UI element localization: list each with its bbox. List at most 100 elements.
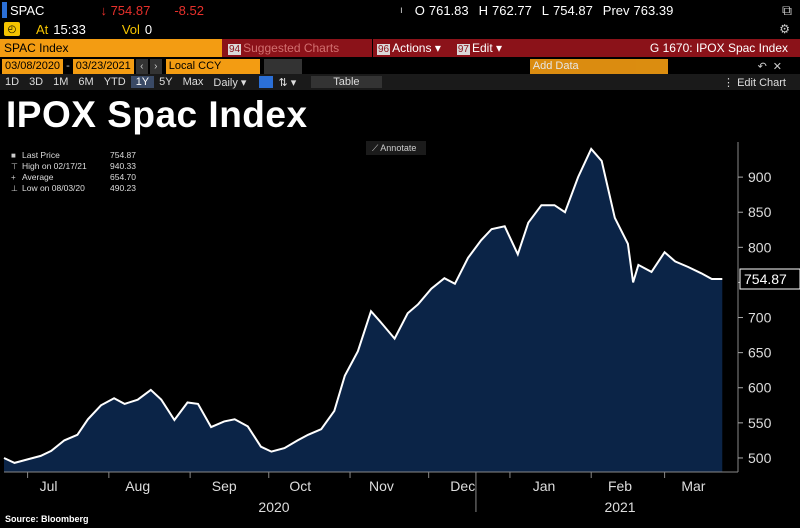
- x-tick-label: Oct: [289, 478, 311, 494]
- price-chart[interactable]: 500550600650700750800850900754.87JulAugS…: [0, 138, 800, 514]
- source-note: Source: Bloomberg: [5, 514, 89, 524]
- currency-dropdown[interactable]: [263, 58, 302, 74]
- y-tick-label: 600: [748, 380, 772, 396]
- chart-type-icon[interactable]: ⇅ ▾: [278, 76, 297, 89]
- high-value: 762.77: [492, 2, 532, 18]
- period-ytd[interactable]: YTD: [103, 76, 126, 88]
- legend-label: Last Price: [22, 150, 60, 160]
- annotate-label: ⟋ Annotate: [372, 143, 416, 153]
- chart-title: IPOX Spac Index: [6, 94, 308, 135]
- y-tick-label: 800: [748, 239, 772, 255]
- period-1m[interactable]: 1M: [53, 76, 69, 88]
- start-date-input[interactable]: 03/08/2020: [2, 58, 64, 74]
- prev-range-icon[interactable]: ‹: [135, 58, 148, 74]
- y-tick-label: 650: [748, 345, 772, 361]
- legend-label: High on 02/17/21: [22, 161, 87, 171]
- period-1y[interactable]: 1Y: [130, 76, 155, 88]
- period-max[interactable]: Max: [182, 76, 204, 88]
- edit-chart-button[interactable]: ⋮ Edit Chart: [723, 76, 786, 89]
- range-dash: -: [66, 60, 70, 72]
- period-3d[interactable]: 3D: [29, 76, 44, 88]
- edit-number: 97: [456, 44, 470, 55]
- next-range-icon[interactable]: ›: [149, 58, 162, 74]
- x-tick-label: Jul: [40, 478, 58, 494]
- suggested-label: Suggested Charts: [243, 41, 340, 55]
- price-change: -8.52: [174, 2, 204, 18]
- edit-button[interactable]: 97 Edit ▾: [456, 41, 503, 55]
- ohlc-separator-icon: ı: [399, 4, 403, 16]
- y-tick-label: 500: [748, 450, 772, 466]
- y-tick-label: 900: [748, 169, 772, 185]
- table-button[interactable]: Table: [311, 76, 382, 88]
- legend-marker-icon: +: [11, 173, 16, 182]
- low-label: L: [541, 2, 550, 18]
- legend-marker-icon: ⊤: [11, 162, 18, 171]
- ticker-bar: SPAC ↓ 754.87 -8.52 ı O 761.83 H 762.77 …: [0, 0, 800, 20]
- prev-value: 763.39: [633, 2, 674, 18]
- popout-icon[interactable]: ⧉: [782, 1, 792, 18]
- function-title: G 1670: IPOX Spac Index: [649, 41, 788, 55]
- end-date-input[interactable]: 03/23/2021: [72, 58, 134, 74]
- x-tick-label: Jan: [533, 478, 556, 494]
- vol-label: Vol: [121, 21, 140, 37]
- add-data-input[interactable]: Add Data: [529, 58, 668, 74]
- edit-label: Edit: [471, 41, 493, 55]
- legend-value: 654.70: [110, 172, 136, 182]
- suggested-charts-button[interactable]: 94 Suggested Charts: [228, 41, 368, 55]
- price-area: [4, 149, 723, 472]
- prev-label: Prev: [602, 2, 630, 18]
- annotate-button[interactable]: [366, 141, 426, 155]
- range-bar: 03/08/2020 - 03/23/2021 ‹ › Local CCY Ad…: [0, 58, 800, 74]
- legend-label: Average: [22, 172, 54, 182]
- actions-label: Actions: [392, 41, 432, 55]
- ticker-symbol[interactable]: SPAC: [10, 2, 45, 18]
- x-tick-label: Nov: [369, 478, 394, 494]
- x-tick-label: Sep: [212, 478, 237, 494]
- period-1d[interactable]: 1D: [5, 76, 20, 88]
- x-tick-label: Aug: [125, 478, 150, 494]
- period-5y[interactable]: 5Y: [159, 76, 173, 88]
- function-toolbar: SPAC Index 94 Suggested Charts 96 Actions …: [0, 39, 800, 57]
- year-label: 2021: [604, 499, 635, 514]
- period-buttons: 1D 3D 1M 6M YTD 1Y 5Y Max: [0, 76, 208, 88]
- open-label: O: [414, 2, 425, 18]
- at-label: At: [36, 21, 49, 37]
- high-label: H: [478, 2, 489, 18]
- open-value: 761.83: [428, 2, 469, 18]
- legend-marker-icon: ⊥: [11, 184, 18, 193]
- frequency-label: Daily: [213, 76, 238, 89]
- last-value-label: 754.87: [744, 271, 787, 287]
- edit-chart-label: Edit Chart: [737, 76, 786, 89]
- x-tick-label: Dec: [450, 478, 475, 494]
- legend-marker-icon: ■: [11, 151, 16, 160]
- y-tick-label: 550: [748, 415, 772, 431]
- settings-icon[interactable]: ⚙: [779, 22, 790, 36]
- price-line: [3, 147, 723, 464]
- legend-box: [7, 146, 139, 196]
- legend-value: 490.23: [110, 183, 136, 193]
- last-value-box: [739, 268, 800, 290]
- realtime-icon[interactable]: ◴: [4, 22, 20, 36]
- legend-value: 754.87: [110, 150, 136, 160]
- currency-select[interactable]: Local CCY: [165, 58, 260, 74]
- line-chart-icon[interactable]: [259, 76, 274, 88]
- y-tick-label: 850: [748, 204, 772, 220]
- last-price-value: 754.87: [110, 2, 151, 18]
- actions-button[interactable]: 96 Actions ▾: [377, 41, 441, 55]
- frequency-select[interactable]: Daily ▾: [213, 76, 247, 89]
- divider: [372, 39, 373, 57]
- suggested-number: 94: [228, 44, 242, 55]
- vol-value: 0: [144, 21, 153, 37]
- security-marker: [2, 2, 7, 18]
- time-value: 15:33: [53, 21, 86, 37]
- period-6m[interactable]: 6M: [78, 76, 94, 88]
- x-tick-label: Feb: [608, 478, 632, 494]
- last-price: ↓ 754.87: [100, 2, 151, 18]
- legend-value: 940.33: [110, 161, 136, 171]
- year-label: 2020: [258, 499, 289, 514]
- period-bar: 1D 3D 1M 6M YTD 1Y 5Y Max Daily ▾ ⇅ ▾ Table ⋮ E…: [0, 74, 800, 90]
- time-bar: ◴ At 15:33 Vol 0 ⚙: [0, 20, 800, 38]
- undo-close-icons[interactable]: ↶✕: [757, 60, 788, 73]
- x-tick-label: Mar: [681, 478, 705, 494]
- index-name-field[interactable]: SPAC Index: [0, 39, 222, 57]
